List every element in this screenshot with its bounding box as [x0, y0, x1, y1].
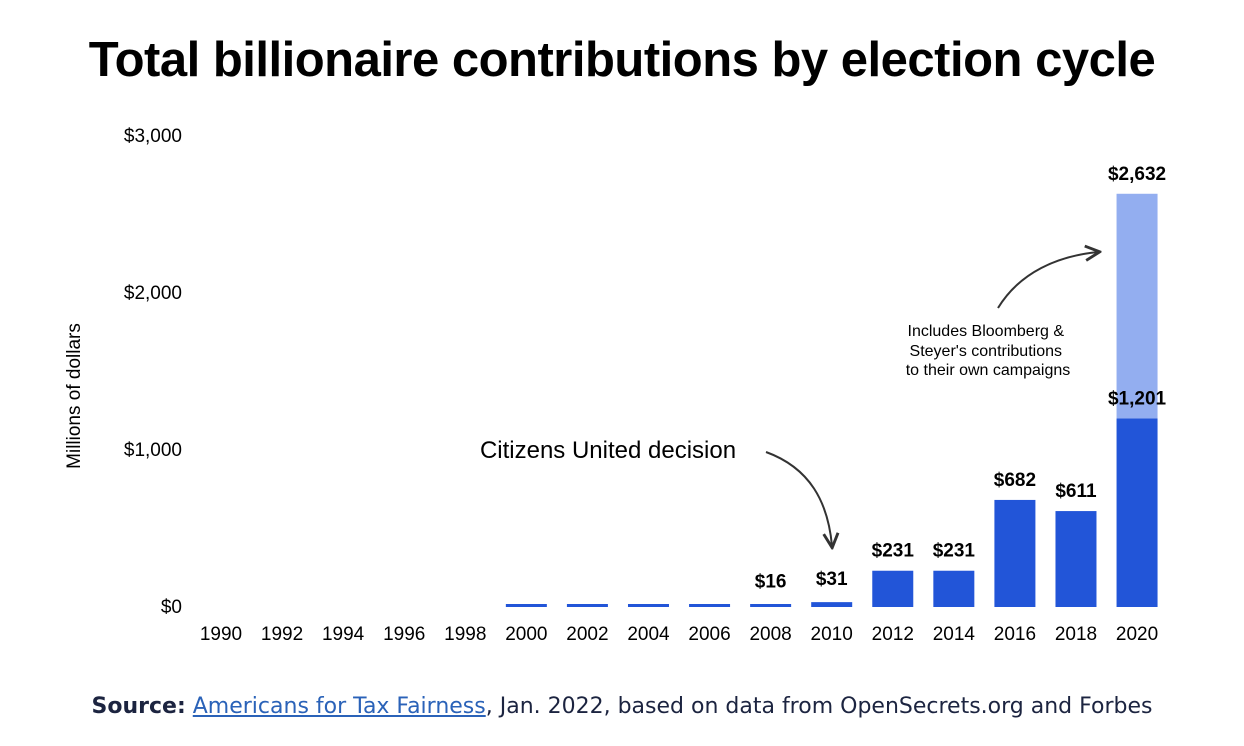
x-tick-label: 1998 — [444, 624, 486, 645]
x-axis-ticks: 1990 1992 1994 1996 1998 2000 2002 2004 2006 2008… — [200, 624, 1158, 645]
y-tick-label: $0 — [161, 597, 182, 618]
y-tick-label: $3,000 — [124, 126, 182, 147]
chart-title: Total billionaire contributions by elect… — [88, 33, 1156, 87]
bars — [505, 193, 1158, 607]
bar-2004 — [627, 604, 669, 607]
bloomberg-steyer-annotation-line-3: to their own campaigns — [906, 362, 1071, 379]
source-suffix: , Jan. 2022, based on data from OpenSecr… — [485, 694, 1153, 719]
x-tick-label: 2016 — [994, 624, 1036, 645]
data-label-2020: $2,632 — [1108, 164, 1166, 185]
data-label-2010: $31 — [816, 569, 848, 590]
x-tick-label: 1996 — [383, 624, 425, 645]
bloomberg-steyer-annotation-line-1: Includes Bloomberg & — [908, 323, 1065, 340]
x-tick-label: 2014 — [933, 624, 976, 645]
source-link[interactable]: Americans for Tax Fairness — [192, 694, 486, 719]
x-tick-label: 2004 — [627, 624, 670, 645]
bar-2016 — [994, 499, 1036, 607]
bloomberg-steyer-annotation: Includes Bloomberg & Steyer's contributi… — [906, 323, 1071, 379]
citizens-united-arrow — [765, 451, 832, 546]
bar-2014 — [933, 570, 975, 607]
x-tick-label: 2000 — [505, 624, 547, 645]
x-tick-label: 2018 — [1055, 624, 1097, 645]
bar-2020-segment-2 — [1116, 193, 1158, 419]
x-tick-label: 2002 — [566, 624, 608, 645]
data-label-2016: $682 — [994, 470, 1036, 491]
x-tick-label: 2012 — [872, 624, 914, 645]
bar-2006 — [689, 604, 731, 607]
bloomberg-steyer-arrow — [997, 252, 1098, 309]
data-label-2018: $611 — [1055, 481, 1097, 502]
source-prefix: Source: — [91, 694, 186, 719]
bar-2010 — [811, 602, 853, 607]
x-tick-label: 2010 — [811, 624, 853, 645]
bar-2018 — [1055, 511, 1097, 607]
x-tick-label: 1990 — [200, 624, 242, 645]
y-axis-ticks: $0 $1,000 $2,000 $3,000 — [124, 126, 182, 618]
source-line: Source: Americans for Tax Fairness, Jan.… — [0, 694, 1244, 719]
data-label-2012: $231 — [872, 541, 915, 562]
data-label-2014: $231 — [933, 541, 976, 562]
data-label-2020: $1,201 — [1108, 388, 1167, 409]
bar-2000 — [505, 604, 547, 607]
annotations: Citizens United decision Includes Bloomb… — [480, 252, 1098, 546]
y-tick-label: $1,000 — [124, 440, 182, 461]
x-tick-label: 1992 — [261, 624, 303, 645]
data-labels: $16 $31 $231 $231 $682 $611 $1,201 $2,632 — [755, 164, 1167, 593]
x-tick-label: 2008 — [749, 624, 791, 645]
citizens-united-annotation: Citizens United decision — [480, 437, 736, 464]
x-tick-label: 2006 — [688, 624, 730, 645]
bloomberg-steyer-annotation-line-2: Steyer's contributions — [910, 343, 1062, 360]
x-tick-label: 1994 — [322, 624, 365, 645]
x-tick-label: 2020 — [1116, 624, 1158, 645]
bar-2012 — [872, 570, 914, 607]
y-axis-label: Millions of dollars — [64, 323, 85, 469]
bar-2002 — [566, 604, 608, 607]
bar-2008 — [750, 604, 792, 607]
data-label-2008: $16 — [755, 571, 787, 592]
y-tick-label: $2,000 — [124, 283, 182, 304]
bar-2020 — [1116, 418, 1158, 607]
